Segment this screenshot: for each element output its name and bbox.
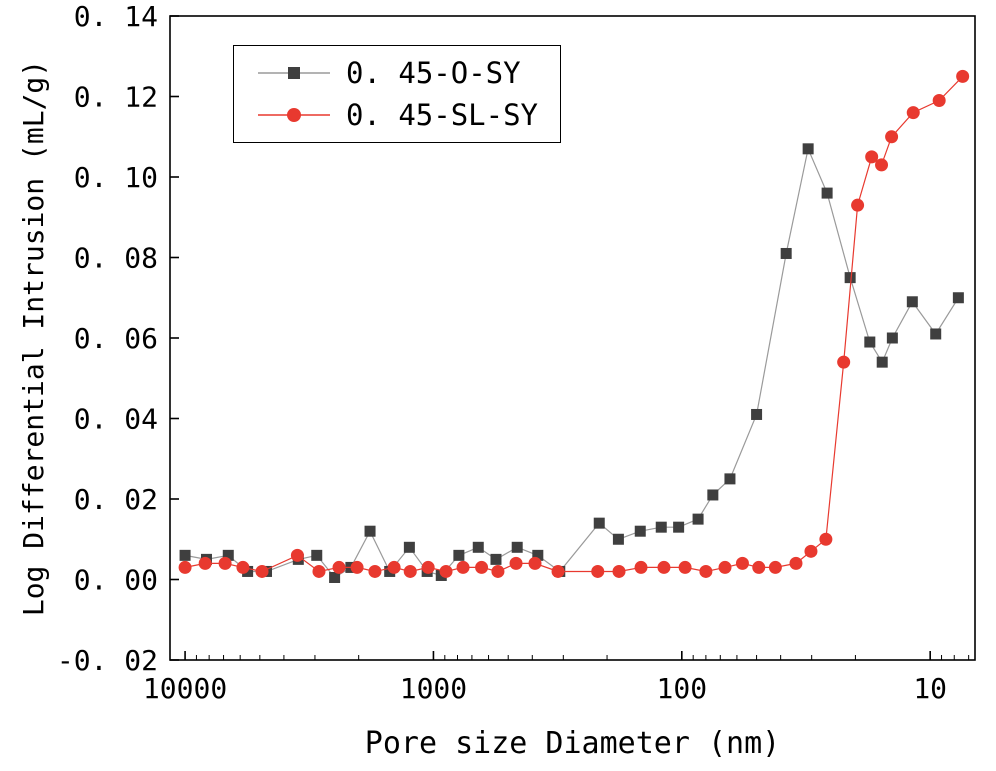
circle-marker-icon [218,556,232,570]
square-marker-icon [222,549,234,561]
legend-swatch-circle-icon [258,108,330,122]
square-marker-icon [593,517,605,529]
square-marker-icon [364,525,376,537]
legend-label: 0. 45-SL-SY [345,98,538,132]
circle-marker-icon [875,158,889,172]
circle-marker-icon [255,564,269,578]
circle-marker-icon [612,564,626,578]
square-marker-icon [179,549,191,561]
legend-item-0-45-sl-sy: 0. 45-SL-SY [234,94,560,136]
circle-marker-icon [768,560,782,574]
circle-marker-icon [956,69,970,83]
square-marker-icon [821,187,833,199]
square-marker-icon [634,525,646,537]
square-marker-icon [886,332,898,344]
circle-marker-icon [350,560,364,574]
circle-marker-icon [198,556,212,570]
circle-marker-icon [312,564,326,578]
circle-marker-icon [932,94,946,108]
square-marker-icon [453,549,465,561]
circle-marker-icon [819,532,833,546]
y-tick-label: 0. 12 [74,81,158,114]
x-axis-title: Pore size Diameter (nm) [364,726,781,761]
y-tick-label: -0. 02 [57,644,158,677]
circle-marker-icon [837,355,851,369]
square-marker-icon [311,549,323,561]
legend-item-0-45-o-sy: 0. 45-O-SY [234,52,560,94]
square-marker-icon [532,549,544,561]
y-tick-label: 0. 00 [74,564,158,597]
square-marker-icon [876,356,888,368]
square-marker-icon [780,247,792,259]
x-tick-label: 100 [657,672,708,705]
square-marker-icon [692,513,704,525]
circle-marker-icon [387,560,401,574]
series-line [184,75,964,573]
circle-marker-icon [865,150,879,164]
circle-marker-icon [509,556,523,570]
square-marker-icon [472,541,484,553]
circle-marker-icon [178,560,192,574]
circle-marker-icon [678,560,692,574]
square-marker-icon [844,272,856,284]
square-marker-icon [930,328,942,340]
legend-label: 0. 45-O-SY [346,56,521,90]
y-tick-label: 0. 06 [74,322,158,355]
square-marker-icon [329,571,341,583]
circle-marker-icon [718,560,732,574]
y-tick-label: 0. 14 [74,0,158,33]
square-marker-icon [952,292,964,304]
circle-marker-icon [804,544,818,558]
circle-marker-icon [528,556,542,570]
circle-marker-icon [491,564,505,578]
x-tick-label: 10000 [143,672,227,705]
y-tick-label: 0. 04 [74,403,158,436]
square-marker-icon [707,489,719,501]
circle-marker-icon [851,198,865,212]
square-marker-icon [864,336,876,348]
circle-marker-icon [551,564,565,578]
square-marker-icon [724,473,736,485]
square-marker-icon [403,541,415,553]
circle-marker-icon [591,564,605,578]
x-tick-label: 1000 [400,672,467,705]
square-marker-icon [906,296,918,308]
circle-marker-icon [236,560,250,574]
square-marker-icon [673,521,685,533]
circle-marker-icon [752,560,766,574]
circle-marker-icon [439,564,453,578]
circle-marker-icon [699,564,713,578]
circle-marker-icon [287,108,301,122]
square-marker-icon [751,408,763,420]
square-marker-icon [490,553,502,565]
circle-marker-icon [789,556,803,570]
y-axis-title: Log Differential Intrusion (mL/g) [17,59,50,617]
circle-marker-icon [906,106,920,120]
y-tick-label: 0. 02 [74,483,158,516]
square-marker-icon [288,67,300,79]
circle-marker-icon [475,560,489,574]
square-marker-icon [655,521,667,533]
circle-marker-icon [634,560,648,574]
circle-marker-icon [290,548,304,562]
x-tick-label: 10 [913,672,947,705]
square-marker-icon [802,143,814,155]
circle-marker-icon [657,560,671,574]
circle-marker-icon [403,564,417,578]
circle-marker-icon [332,560,346,574]
circle-marker-icon [421,560,435,574]
legend-swatch-square-icon [258,67,330,79]
square-marker-icon [612,533,624,545]
circle-marker-icon [456,560,470,574]
circle-marker-icon [885,130,899,144]
circle-marker-icon [368,564,382,578]
legend: 0. 45-O-SY 0. 45-SL-SY [233,45,561,143]
square-marker-icon [511,541,523,553]
y-tick-label: 0. 10 [74,161,158,194]
circle-marker-icon [735,556,749,570]
y-tick-label: 0. 08 [74,242,158,275]
